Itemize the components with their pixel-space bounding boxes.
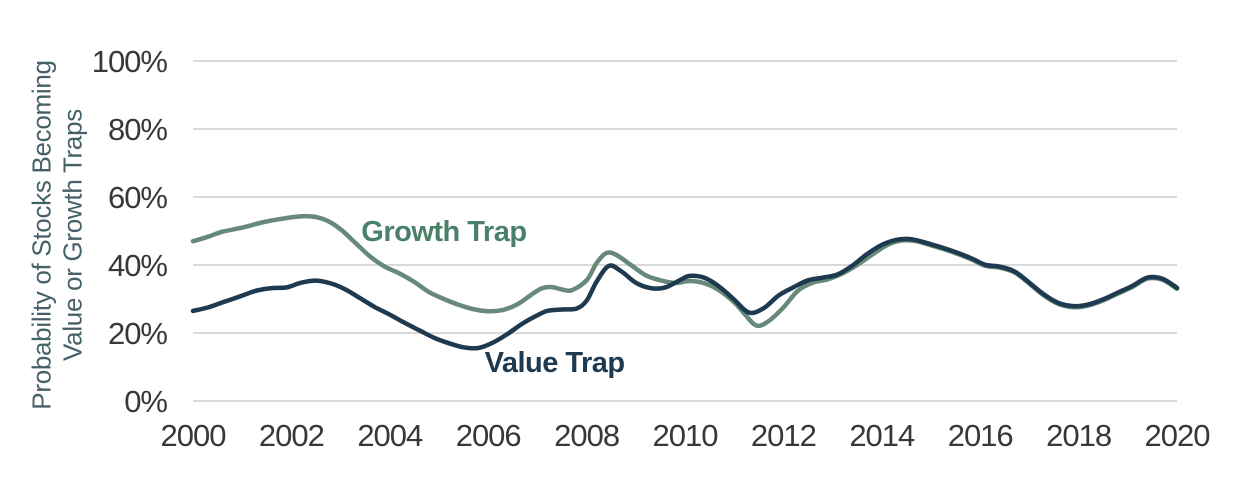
y-tick-label-80-: 80% <box>108 112 167 147</box>
series-label-growth-trap: Growth Trap <box>361 216 526 248</box>
y-tick-label-40-: 40% <box>108 248 167 283</box>
x-tick-label-2002: 2002 <box>259 418 324 453</box>
x-tick-label-2008: 2008 <box>554 418 619 453</box>
x-tick-label-2018: 2018 <box>1046 418 1111 453</box>
line-value-trap <box>190 236 1180 351</box>
y-tick-label-100-: 100% <box>92 44 168 79</box>
x-tick-label-2006: 2006 <box>456 418 521 453</box>
x-tick-label-2000: 2000 <box>161 418 227 453</box>
y-tick-label-60-: 60% <box>108 180 167 215</box>
y-tick-label-20-: 20% <box>108 316 167 351</box>
x-tick-label-2010: 2010 <box>653 418 719 453</box>
x-tick-label-2004: 2004 <box>357 418 423 453</box>
x-tick-label-2016: 2016 <box>948 418 1013 453</box>
line-growth-trap <box>190 213 1180 329</box>
x-tick-label-2014: 2014 <box>849 418 915 453</box>
x-tick-label-2012: 2012 <box>751 418 816 453</box>
y-tick-label-0-: 0% <box>124 384 167 419</box>
x-tick-label-2020: 2020 <box>1145 418 1211 453</box>
series-label-value-trap: Value Trap <box>485 347 625 379</box>
